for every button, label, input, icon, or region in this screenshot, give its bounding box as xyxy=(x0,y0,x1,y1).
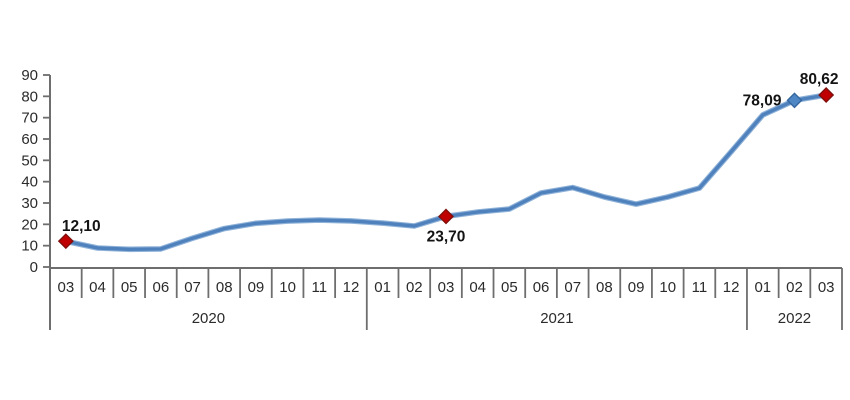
y-axis-tick-label: 0 xyxy=(30,259,38,276)
month-label: 03 xyxy=(818,279,835,296)
year-label: 2021 xyxy=(540,310,573,327)
month-label: 01 xyxy=(754,279,771,296)
month-label: 03 xyxy=(57,279,74,296)
month-label: 07 xyxy=(564,279,581,296)
series-line xyxy=(64,93,828,252)
month-label: 02 xyxy=(406,279,423,296)
data-point-label: 80,62 xyxy=(800,71,839,88)
y-axis-tick-label: 80 xyxy=(21,88,38,105)
month-label: 12 xyxy=(723,279,740,296)
y-axis-tick-label: 40 xyxy=(21,174,38,191)
month-label: 02 xyxy=(786,279,803,296)
month-label: 05 xyxy=(121,279,138,296)
year-label: 2020 xyxy=(192,310,225,327)
month-label: 04 xyxy=(469,279,486,296)
y-axis-tick-label: 50 xyxy=(21,152,38,169)
month-label: 12 xyxy=(343,279,360,296)
month-label: 11 xyxy=(692,279,708,296)
blue-diamond-marker xyxy=(786,92,803,109)
data-point-label: 12,10 xyxy=(62,218,101,235)
month-label: 01 xyxy=(374,279,391,296)
data-point-label: 78,09 xyxy=(743,92,782,109)
month-label: 06 xyxy=(153,279,170,296)
month-label: 04 xyxy=(89,279,106,296)
month-label: 09 xyxy=(248,279,265,296)
red-diamond-marker xyxy=(818,87,835,104)
red-diamond-marker xyxy=(438,208,454,225)
month-label: 11 xyxy=(311,279,327,296)
month-label: 09 xyxy=(628,279,645,296)
y-axis-tick-label: 60 xyxy=(21,131,38,148)
month-label: 08 xyxy=(596,279,613,296)
y-axis-tick-label: 30 xyxy=(21,195,38,212)
month-label: 06 xyxy=(533,279,550,296)
year-label: 2022 xyxy=(778,310,811,327)
month-label: 08 xyxy=(216,279,233,296)
month-label: 03 xyxy=(438,279,455,296)
y-axis-tick-label: 20 xyxy=(21,216,38,233)
y-axis-tick-label: 10 xyxy=(21,238,38,255)
y-axis-tick-label: 90 xyxy=(21,67,38,84)
month-label: 07 xyxy=(184,279,201,296)
month-label: 10 xyxy=(279,279,296,296)
month-label: 05 xyxy=(501,279,518,296)
month-label: 10 xyxy=(659,279,676,296)
y-axis-tick-label: 70 xyxy=(21,110,38,127)
data-point-label: 23,70 xyxy=(427,228,466,245)
red-diamond-marker xyxy=(57,233,74,250)
